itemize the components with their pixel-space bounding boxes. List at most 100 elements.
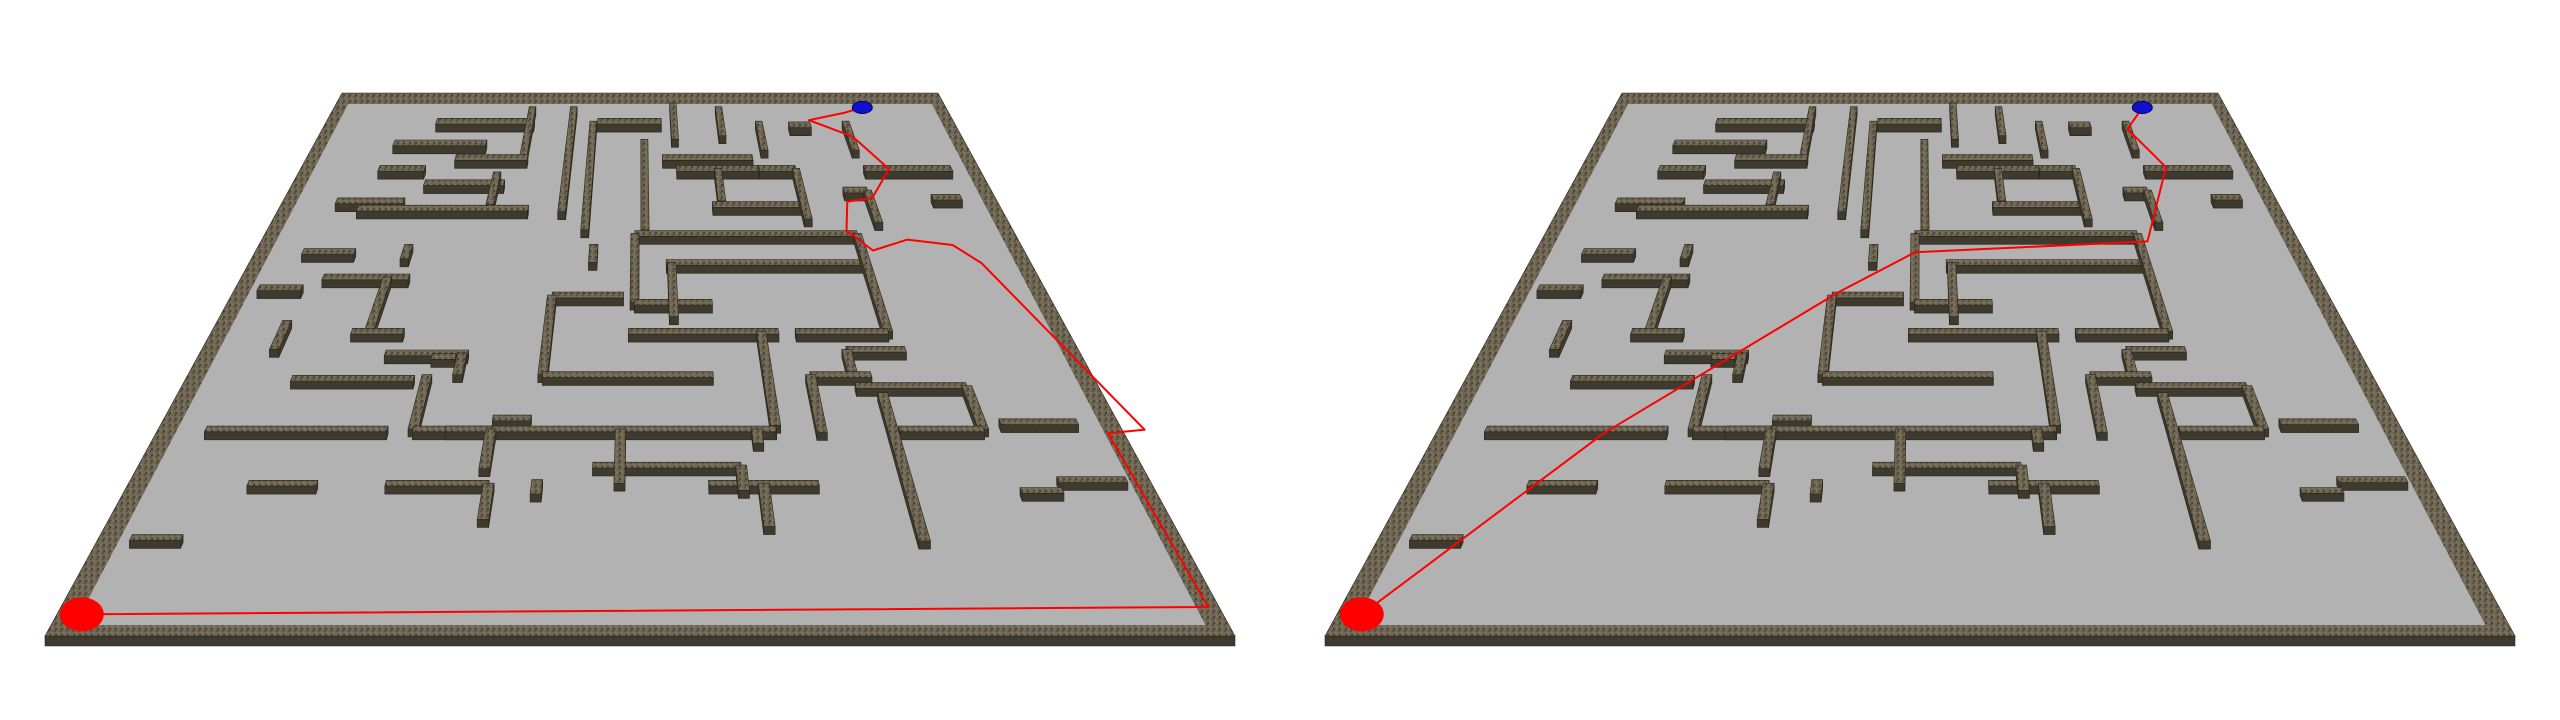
maze-wall	[203, 425, 389, 441]
maze-wall	[1630, 327, 1685, 343]
maze-wall	[2336, 476, 2409, 491]
maze-wall	[1580, 248, 1637, 263]
maze-wall	[897, 425, 986, 441]
maze-wall	[735, 464, 750, 499]
maze-wall	[998, 418, 1080, 433]
maze-wall	[246, 479, 319, 495]
maze-wall	[355, 204, 529, 220]
start-disc-icon	[1339, 597, 1384, 632]
maze-wall	[289, 374, 415, 390]
maze-wall	[1734, 154, 1809, 169]
maze-wall	[1945, 259, 2148, 274]
maze-wall	[930, 194, 963, 209]
maze-wall	[1672, 139, 1768, 155]
maze-wall	[1703, 179, 1786, 194]
maze-wall	[2157, 392, 2211, 550]
maze-wall	[1909, 233, 1920, 311]
maze-board	[1324, 92, 2516, 647]
maze-wall	[430, 353, 457, 368]
maze-wall	[613, 428, 627, 492]
maze-wall	[128, 534, 184, 549]
solution-path	[1361, 106, 2167, 616]
maze-wall	[754, 120, 769, 159]
maze-wall	[1758, 428, 1777, 478]
maze-wall	[557, 106, 578, 220]
maze-walls	[1408, 102, 2409, 550]
maze-wall	[629, 233, 640, 311]
maze-wall	[580, 120, 598, 239]
maze-wall	[1548, 319, 1573, 358]
maze-wall	[2071, 168, 2093, 228]
maze-wall	[791, 168, 813, 228]
maze-wall	[597, 118, 662, 133]
maze-wall	[2031, 428, 2045, 452]
maze-wall	[1483, 425, 1669, 441]
maze-wall	[794, 327, 890, 343]
goal-disc-icon	[851, 101, 873, 114]
maze-wall	[2085, 374, 2108, 441]
maze-wall	[1949, 102, 1959, 148]
maze-wall	[667, 262, 679, 326]
goal-disc-icon	[2131, 101, 2153, 114]
maze-wall	[2210, 194, 2243, 209]
maze-wall	[2037, 482, 2056, 535]
maze-wall	[1821, 371, 1994, 386]
maze-wall	[1732, 352, 1748, 383]
maze-wall	[1664, 479, 1770, 495]
maze-wall	[1809, 479, 1824, 503]
maze-floor	[1354, 103, 2486, 626]
maze-wall	[1914, 230, 2139, 245]
maze-wall	[1569, 374, 1695, 390]
maze-wall	[384, 479, 490, 495]
maze-wall	[1994, 106, 2007, 144]
maze-wall	[1920, 139, 1930, 239]
maze-wall	[862, 165, 954, 180]
maze-walls	[128, 102, 1129, 550]
maze-board	[44, 92, 1236, 647]
maze-wall	[478, 428, 497, 478]
maze-wall	[392, 139, 488, 155]
maze-wall	[2122, 186, 2149, 202]
maze-wall	[350, 327, 405, 343]
maze-wall	[435, 118, 535, 133]
maze-wall	[2299, 487, 2345, 502]
maze-wall	[2241, 385, 2270, 438]
board-front-edge	[44, 635, 1236, 647]
maze-wall	[1536, 284, 1584, 299]
maze-wall	[1868, 244, 1879, 271]
maze-wall	[634, 230, 859, 245]
maze-wall	[268, 319, 293, 358]
maze-wall	[788, 121, 812, 136]
maze-wall	[1526, 479, 1599, 495]
maze-wall	[1837, 106, 1858, 220]
maze-wall	[452, 352, 468, 383]
maze-wall	[377, 165, 427, 180]
maze-wall	[854, 382, 969, 397]
maze-wall	[2177, 425, 2266, 441]
maze-panel-right	[1324, 92, 2516, 647]
maze-wall	[2278, 418, 2360, 433]
maze-wall	[805, 374, 828, 441]
maze-wall	[669, 102, 679, 148]
maze-wall	[1635, 204, 1809, 220]
maze-wall	[714, 106, 727, 144]
maze-wall	[2125, 346, 2187, 361]
maze-wall	[1056, 476, 1129, 491]
maze-wall	[640, 139, 650, 239]
maze-wall	[2121, 120, 2140, 159]
maze-wall	[300, 248, 357, 263]
maze-floor	[74, 103, 1206, 626]
maze-wall	[551, 291, 624, 307]
maze-wall	[541, 371, 714, 386]
maze-wall	[1893, 428, 1907, 492]
maze-wall	[751, 428, 765, 452]
maze-wall	[529, 479, 544, 503]
maze-wall	[1601, 273, 1691, 289]
maze-wall	[412, 425, 777, 441]
solution-path	[81, 106, 1210, 616]
board-front-edge	[1324, 635, 2516, 647]
maze-wall	[588, 244, 599, 271]
maze-wall	[1692, 425, 2057, 441]
maze-wall	[1947, 262, 1959, 326]
